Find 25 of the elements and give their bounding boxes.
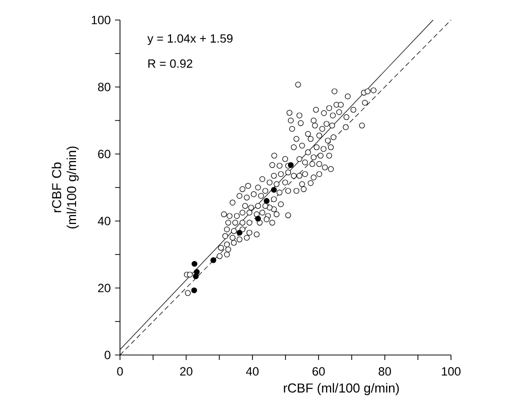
y-tick-label: 60: [98, 150, 110, 158]
x-tick-label: 80: [378, 367, 391, 376]
x-tick-label: 40: [246, 367, 259, 376]
x-tick-label: 60: [312, 367, 325, 376]
point: [271, 186, 277, 193]
point: [236, 230, 242, 236]
annotation: R = 0.92: [148, 59, 192, 68]
y-axis-title: rCBF Cb (ml/100 g/min): [52, 146, 79, 228]
y-tick-label: 100: [92, 16, 110, 24]
x-tick-label: 20: [180, 367, 192, 376]
y-tick-label: 20: [98, 284, 110, 292]
point: [288, 162, 294, 168]
y-tick-label: 0: [104, 350, 110, 360]
point: [192, 273, 199, 280]
y-tick-label: 80: [98, 82, 110, 92]
point: [210, 257, 216, 264]
x-tick-label: 0: [117, 367, 123, 376]
y-tick-label: 40: [98, 216, 110, 226]
point: [191, 287, 198, 294]
x-tick-label: 100: [442, 367, 461, 376]
x-axis-title: rCBF (ml/100 g/min): [284, 383, 399, 396]
point: [264, 198, 270, 204]
point: [192, 260, 198, 267]
point: [255, 216, 261, 222]
annotation: y = 1.04x + 1.59: [147, 34, 233, 46]
